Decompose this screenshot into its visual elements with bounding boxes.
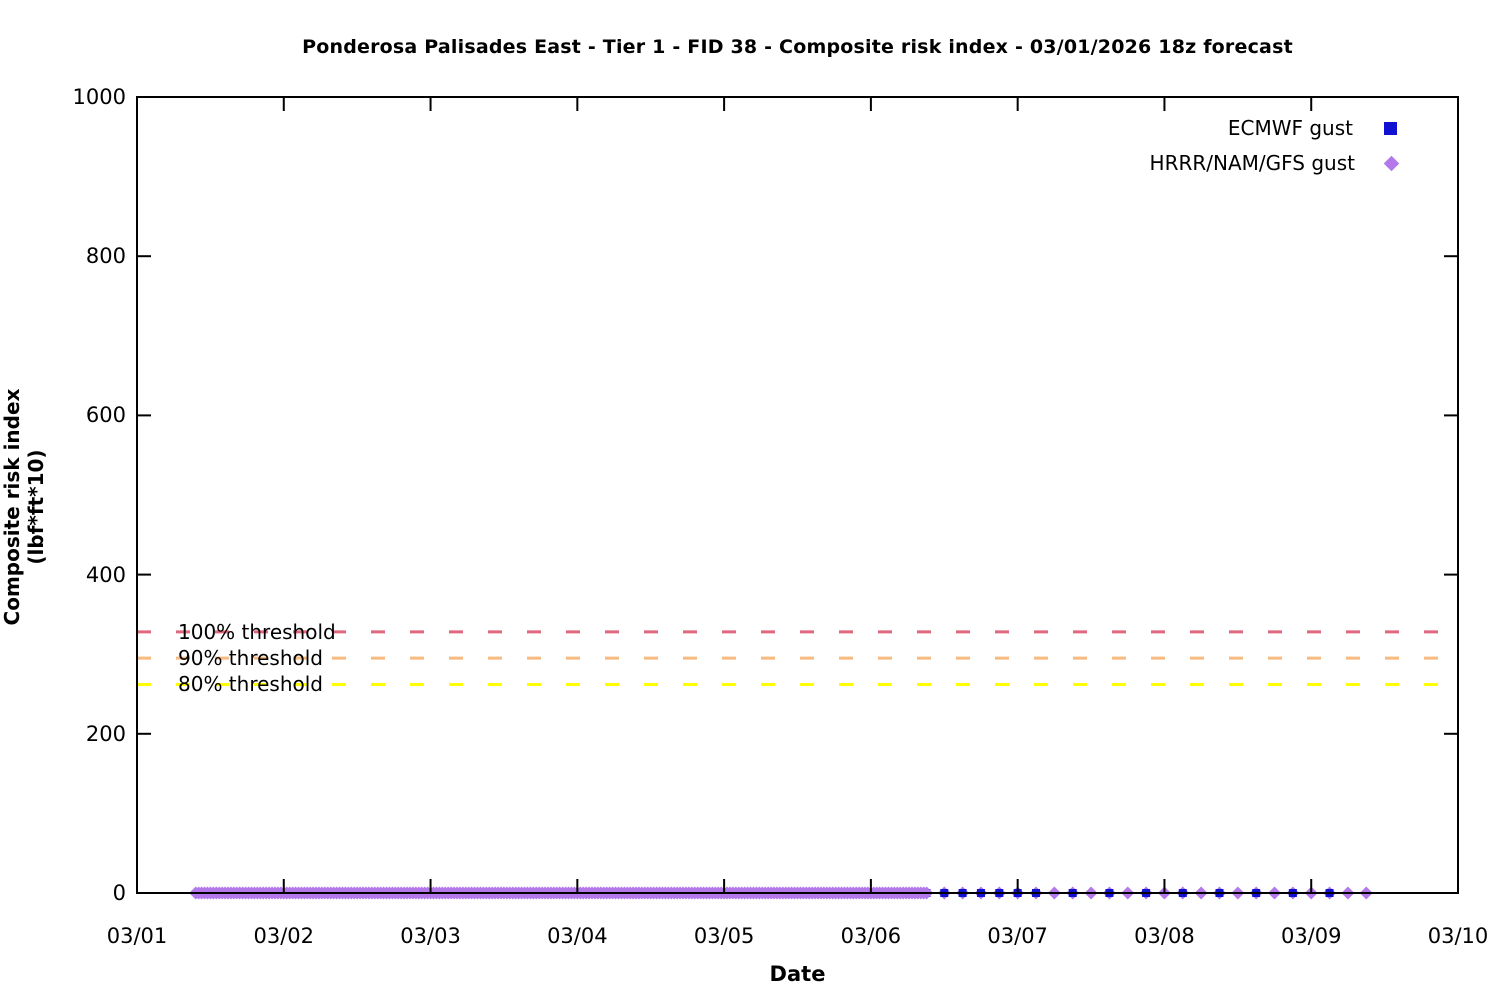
x-axis-label: Date xyxy=(769,962,826,986)
legend: ECMWF gust HRRR/NAM/GFS gust xyxy=(1149,112,1400,179)
legend-label-hrrr-nam-gfs: HRRR/NAM/GFS gust xyxy=(1149,151,1355,175)
y-tick-label: 800 xyxy=(85,244,126,269)
threshold-label-80: 80% threshold xyxy=(178,672,323,697)
diamond-marker-icon xyxy=(1383,155,1400,171)
x-tick-label: 03/08 xyxy=(1134,924,1195,948)
y-axis-label: Composite risk index (lbf*ft*10) xyxy=(0,388,48,626)
legend-label-ecmwf: ECMWF gust xyxy=(1227,116,1353,140)
threshold-label-90: 90% threshold xyxy=(178,646,323,671)
x-tick-label: 03/06 xyxy=(840,924,902,948)
y-tick-label: 600 xyxy=(85,403,126,428)
axes xyxy=(136,96,1459,894)
y-tick-label: 400 xyxy=(85,562,126,587)
legend-item-ecmwf: ECMWF gust xyxy=(1150,112,1397,144)
x-tick-label: 03/05 xyxy=(693,924,755,948)
chart-title: Ponderosa Palisades East - Tier 1 - FID … xyxy=(302,36,1293,58)
y-tick-label: 200 xyxy=(85,721,126,746)
threshold-label-100: 100% threshold xyxy=(178,619,336,644)
legend-item-hrrr-nam-gfs: HRRR/NAM/GFS gust xyxy=(1149,147,1400,179)
x-tick-label: 03/03 xyxy=(400,924,461,948)
square-marker-icon xyxy=(1384,121,1397,135)
x-tick-label: 03/02 xyxy=(253,924,315,948)
x-tick-label: 03/01 xyxy=(106,924,168,948)
x-tick-label: 03/07 xyxy=(987,924,1048,948)
x-tick-label: 03/10 xyxy=(1427,924,1489,948)
y-tick-label: 1000 xyxy=(72,85,126,109)
x-tick-label: 03/09 xyxy=(1280,924,1342,948)
y-tick-label: 0 xyxy=(112,881,126,905)
x-tick-label: 03/04 xyxy=(547,924,608,948)
